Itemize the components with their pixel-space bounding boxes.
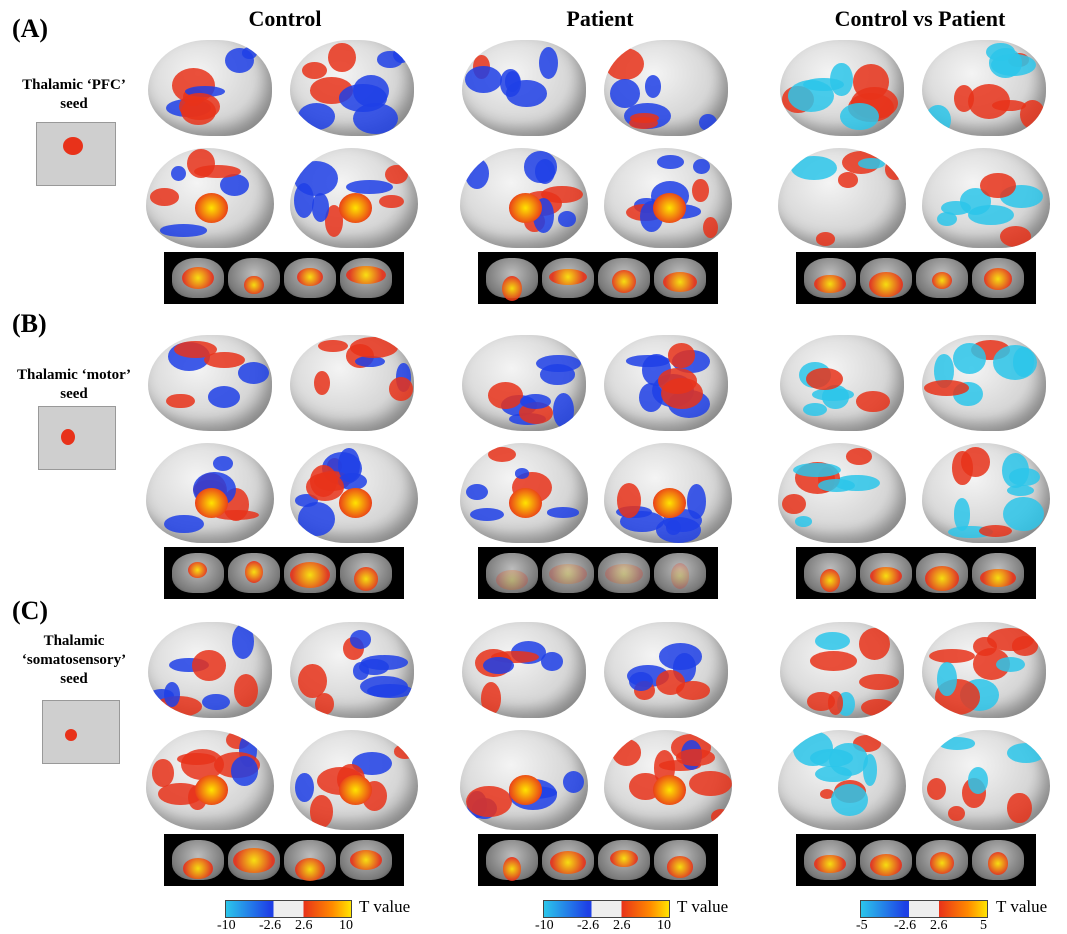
medial-brain-map <box>778 443 906 543</box>
colorbar-tick: -10 <box>217 918 236 933</box>
medial-brain-map <box>778 148 906 248</box>
colorbar-tick: 2.6 <box>295 918 313 933</box>
colorbar-tick: -2.6 <box>894 918 917 933</box>
medial-brain-map <box>290 443 418 543</box>
colorbar-tick: -10 <box>535 918 554 933</box>
medial-brain-map <box>146 148 274 248</box>
medial-brain-map <box>922 443 1050 543</box>
lateral-brain-map <box>922 40 1046 136</box>
lateral-brain-map <box>290 40 414 136</box>
panel-label-c: (C) <box>12 596 49 625</box>
cerebellum-slice-strip <box>164 547 404 599</box>
cerebellum-slice-strip <box>478 547 718 599</box>
cerebellum-slice-strip <box>478 252 718 304</box>
lateral-brain-map <box>462 40 586 136</box>
lateral-brain-map <box>780 40 904 136</box>
cerebellum-slice-strip <box>796 252 1036 304</box>
medial-brain-map <box>460 148 588 248</box>
medial-brain-map <box>778 730 906 830</box>
cerebellum-slice-strip <box>164 252 404 304</box>
lateral-brain-map <box>604 622 728 718</box>
colorbar-tick: 2.6 <box>930 918 948 933</box>
medial-brain-map <box>146 443 274 543</box>
lateral-brain-map <box>922 622 1046 718</box>
cerebellum-slice-strip <box>478 834 718 886</box>
lateral-brain-map <box>290 335 414 431</box>
colorbar-contrast: -5 -2.6 2.6 5 T value <box>856 897 1060 934</box>
column-header-patient: Patient <box>566 6 634 31</box>
medial-brain-map <box>460 443 588 543</box>
medial-brain-map <box>922 148 1050 248</box>
colorbar-label: T value <box>359 897 411 916</box>
medial-brain-map <box>604 730 732 830</box>
colorbar-patient: -10 -2.6 2.6 10 T value <box>535 897 783 934</box>
lateral-brain-map <box>922 335 1046 431</box>
lateral-brain-map <box>148 622 272 718</box>
lateral-brain-map <box>148 40 272 136</box>
seed-label-a: Thalamic ‘PFC’ seed <box>22 77 126 112</box>
cerebellum-slice-strip <box>796 834 1036 886</box>
colorbar-tick: -2.6 <box>577 918 600 933</box>
lateral-brain-map <box>462 622 586 718</box>
medial-brain-map <box>460 730 588 830</box>
medial-brain-map <box>604 148 732 248</box>
seed-image-b <box>38 406 116 470</box>
panel-label-a: (A) <box>12 14 49 43</box>
colorbar-tick: 10 <box>339 918 353 933</box>
lateral-brain-map <box>780 622 904 718</box>
lateral-brain-map <box>780 335 904 431</box>
colorbar-tick: -5 <box>856 918 868 933</box>
lateral-brain-map <box>290 622 414 718</box>
medial-brain-map <box>290 148 418 248</box>
seed-image-a <box>36 122 116 186</box>
medial-brain-map <box>922 730 1050 830</box>
lateral-brain-map <box>462 335 586 431</box>
colorbar-tick: -2.6 <box>259 918 282 933</box>
medial-brain-map <box>146 730 274 830</box>
column-header-contrast: Control vs Patient <box>834 6 1006 31</box>
colorbar-label: T value <box>996 897 1048 916</box>
cerebellum-slice-strip <box>164 834 404 886</box>
cerebellum-slice-strip <box>796 547 1036 599</box>
seed-image-c <box>42 700 120 764</box>
colorbar-tick: 10 <box>657 918 671 933</box>
panel-label-b: (B) <box>12 309 47 338</box>
medial-brain-map <box>290 730 418 830</box>
colorbar-tick: 2.6 <box>613 918 631 933</box>
seed-label-c: Thalamic ‘somatosensory’ seed <box>21 633 127 687</box>
colorbar-tick: 5 <box>980 918 987 933</box>
seed-label-b: Thalamic ‘motor’ seed <box>17 367 131 402</box>
colorbar-label: T value <box>677 897 729 916</box>
medial-brain-map <box>604 443 732 543</box>
lateral-brain-map <box>148 335 272 431</box>
lateral-brain-map <box>604 40 728 136</box>
column-header-control: Control <box>248 6 322 31</box>
lateral-brain-map <box>604 335 728 431</box>
colorbar-control: -10 -2.6 2.6 10 T value <box>217 897 465 934</box>
